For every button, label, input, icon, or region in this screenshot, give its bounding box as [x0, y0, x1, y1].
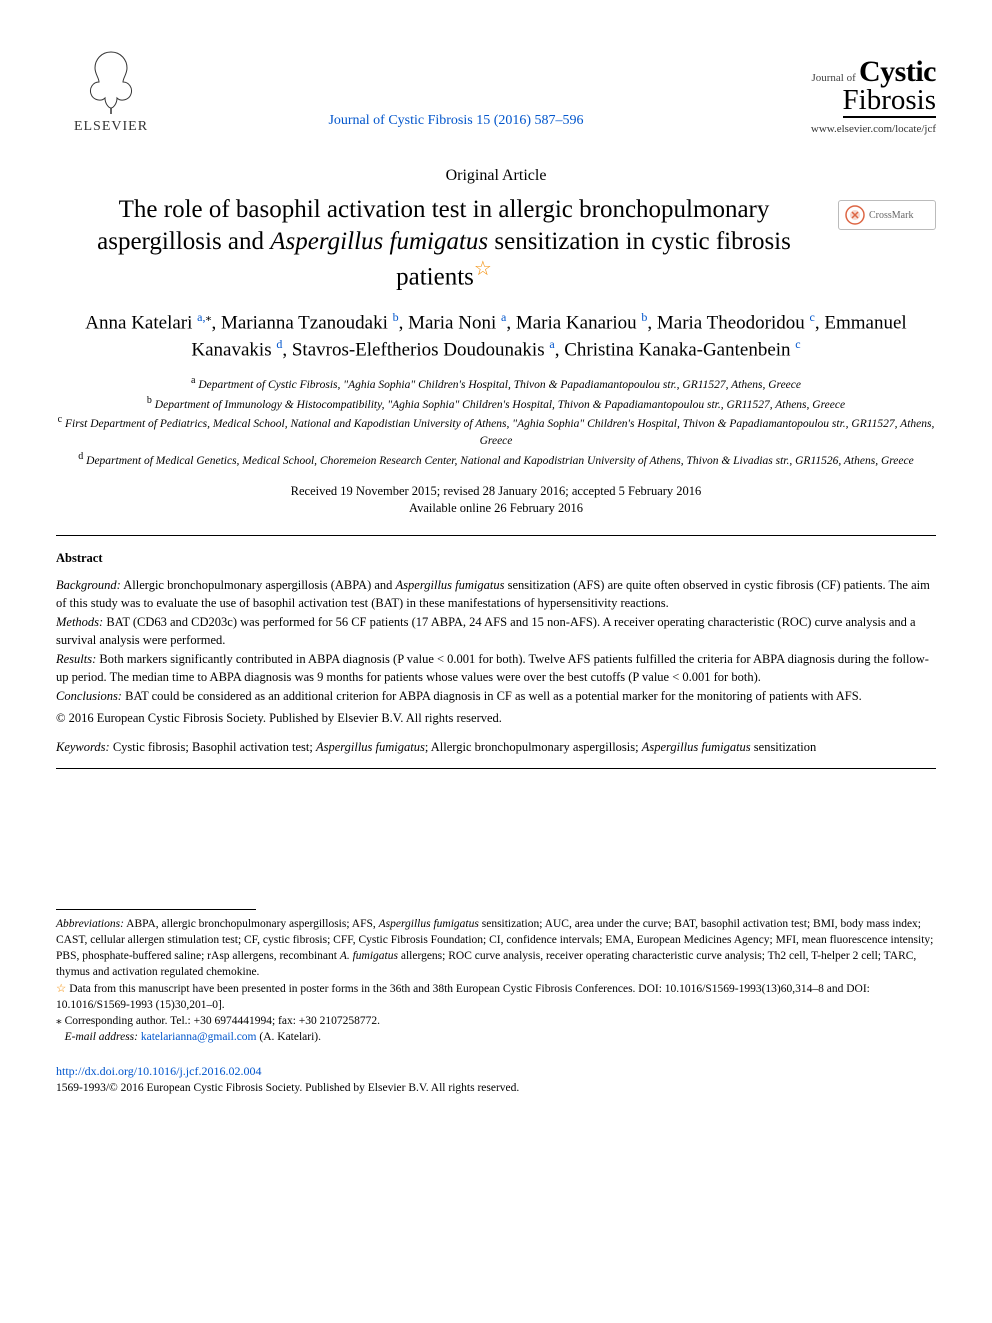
article-type: Original Article — [56, 165, 936, 187]
elsevier-tree-icon — [81, 48, 141, 114]
journal-reference-link[interactable]: Journal of Cystic Fibrosis 15 (2016) 587… — [328, 113, 583, 128]
journal-logo-block: Journal of Cystic Fibrosis www.elsevier.… — [746, 58, 936, 137]
keywords-post: sensitization — [751, 740, 817, 754]
dates-online: Available online 26 February 2016 — [56, 500, 936, 517]
crossmark-icon — [845, 205, 865, 225]
abstract-conclusions-text: BAT could be considered as an additional… — [122, 689, 862, 703]
issn-line: 1569-1993/© 2016 European Cystic Fibrosi… — [56, 1081, 936, 1097]
keywords-ital1: Aspergillus fumigatus — [316, 740, 425, 754]
footnote-star: ☆ Data from this manuscript have been pr… — [56, 981, 936, 1013]
affiliation-d-text: Department of Medical Genetics, Medical … — [86, 454, 914, 466]
affiliations: a Department of Cystic Fibrosis, "Aghia … — [56, 374, 936, 469]
journal-url: www.elsevier.com/locate/jcf — [811, 122, 936, 137]
abstract-copyright: © 2016 European Cystic Fibrosis Society.… — [56, 710, 936, 728]
abstract-methods: Methods: BAT (CD63 and CD203c) was perfo… — [56, 614, 936, 649]
doi-link[interactable]: http://dx.doi.org/10.1016/j.jcf.2016.02.… — [56, 1064, 261, 1078]
affiliation-c: c First Department of Pediatrics, Medica… — [56, 413, 936, 449]
abbrev-ital1: Aspergillus fumigatus — [379, 918, 479, 930]
title-star-icon: ☆ — [474, 258, 492, 280]
abstract-heading: Abstract — [56, 550, 936, 568]
abstract-conclusions-label: Conclusions: — [56, 689, 122, 703]
publisher-name: ELSEVIER — [74, 118, 148, 137]
rule-bottom — [56, 768, 936, 769]
journal-reference: Journal of Cystic Fibrosis 15 (2016) 587… — [166, 112, 746, 137]
abstract-results: Results: Both markers significantly cont… — [56, 651, 936, 686]
corr-text: Corresponding author. Tel.: +30 69744419… — [62, 1015, 380, 1027]
dates-received: Received 19 November 2015; revised 28 Ja… — [56, 483, 936, 500]
journal-logo-sub: Fibrosis — [843, 87, 936, 119]
keywords-pre: Cystic fibrosis; Basophil activation tes… — [110, 740, 316, 754]
crossmark-label: CrossMark — [869, 209, 913, 223]
crossmark-badge[interactable]: CrossMark — [838, 200, 936, 230]
star-note-icon: ☆ — [56, 983, 66, 995]
abstract-background-ital: Aspergillus fumigatus — [396, 578, 505, 592]
title-text-italic: Aspergillus fumigatus — [270, 228, 488, 255]
abstract-results-label: Results: — [56, 652, 96, 666]
authors-list: Anna Katelari a,⁎, Marianna Tzanoudaki b… — [56, 309, 936, 365]
abbrev-label: Abbreviations: — [56, 918, 124, 930]
abstract-background: Background: Allergic bronchopulmonary as… — [56, 577, 936, 612]
abbrev-pre: ABPA, allergic bronchopulmonary aspergil… — [124, 918, 379, 930]
keywords-mid: ; Allergic bronchopulmonary aspergillosi… — [425, 740, 642, 754]
article-title: The role of basophil activation test in … — [56, 194, 832, 292]
affiliation-b-text: Department of Immunology & Histocompatib… — [155, 399, 845, 411]
footnote-corresponding: ⁎ Corresponding author. Tel.: +30 697444… — [56, 1013, 936, 1029]
abstract-methods-label: Methods: — [56, 615, 103, 629]
footnote-abbreviations: Abbreviations: ABPA, allergic bronchopul… — [56, 916, 936, 980]
abstract-conclusions: Conclusions: BAT could be considered as … — [56, 688, 936, 706]
keywords: Keywords: Cystic fibrosis; Basophil acti… — [56, 739, 936, 756]
affiliation-a-text: Department of Cystic Fibrosis, "Aghia So… — [198, 379, 801, 391]
page-header: ELSEVIER Journal of Cystic Fibrosis 15 (… — [56, 48, 936, 137]
footnotes: Abbreviations: ABPA, allergic bronchopul… — [56, 916, 936, 1045]
affiliation-c-text: First Department of Pediatrics, Medical … — [65, 418, 934, 447]
email-link[interactable]: katelarianna@gmail.com — [141, 1031, 257, 1043]
publisher-block: ELSEVIER — [56, 48, 166, 137]
affiliation-a: a Department of Cystic Fibrosis, "Aghia … — [56, 374, 936, 394]
doi-block: http://dx.doi.org/10.1016/j.jcf.2016.02.… — [56, 1063, 936, 1097]
keywords-label: Keywords: — [56, 740, 110, 754]
abstract-background-label: Background: — [56, 578, 121, 592]
email-label: E-mail address: — [65, 1031, 138, 1043]
star-note-text: Data from this manuscript have been pres… — [56, 983, 870, 1011]
email-post: (A. Katelari). — [257, 1031, 322, 1043]
affiliation-b: b Department of Immunology & Histocompat… — [56, 394, 936, 414]
abstract: Abstract Background: Allergic bronchopul… — [56, 550, 936, 728]
keywords-ital2: Aspergillus fumigatus — [642, 740, 751, 754]
abstract-results-text: Both markers significantly contributed i… — [56, 652, 929, 684]
rule-top — [56, 535, 936, 536]
journal-logo: Journal of Cystic Fibrosis — [811, 58, 936, 118]
footnote-separator — [56, 909, 256, 910]
title-row: The role of basophil activation test in … — [56, 194, 936, 292]
abstract-background-pre: Allergic bronchopulmonary aspergillosis … — [121, 578, 396, 592]
article-dates: Received 19 November 2015; revised 28 Ja… — [56, 483, 936, 517]
affiliation-d: d Department of Medical Genetics, Medica… — [56, 450, 936, 470]
footnote-email: E-mail address: katelarianna@gmail.com (… — [56, 1029, 936, 1045]
abstract-methods-text: BAT (CD63 and CD203c) was performed for … — [56, 615, 916, 647]
abbrev-ital2: A. fumigatus — [340, 950, 398, 962]
journal-logo-small: Journal of — [811, 72, 855, 84]
